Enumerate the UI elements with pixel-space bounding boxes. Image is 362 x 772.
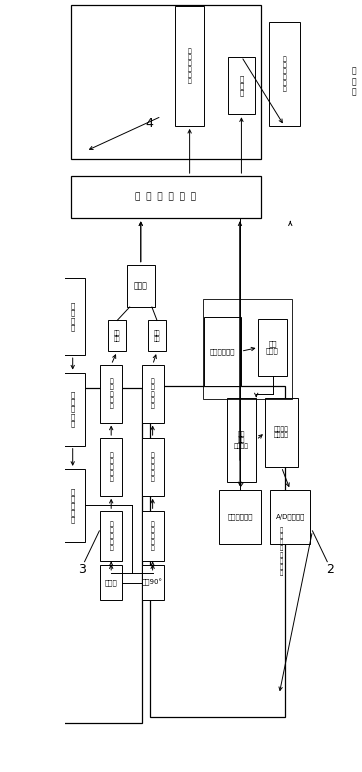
Text: 第
二
混
频
器: 第 二 混 频 器 (109, 379, 113, 408)
Text: 前端光学系统: 前端光学系统 (210, 348, 235, 354)
FancyBboxPatch shape (228, 56, 255, 114)
Text: 第
一
混
频
器: 第 一 混 频 器 (109, 521, 113, 551)
FancyBboxPatch shape (142, 511, 164, 561)
FancyBboxPatch shape (100, 565, 122, 600)
Text: 第
二
信
号
处
理
模
块: 第 二 信 号 处 理 模 块 (280, 528, 283, 576)
FancyBboxPatch shape (60, 373, 85, 445)
FancyBboxPatch shape (60, 278, 85, 355)
FancyBboxPatch shape (142, 365, 164, 422)
FancyBboxPatch shape (258, 319, 287, 377)
FancyBboxPatch shape (100, 438, 122, 496)
Text: A/D转换电路: A/D转换电路 (275, 513, 305, 520)
Text: 2: 2 (326, 563, 334, 576)
Text: 微
带
天
线: 微 带 天 线 (71, 303, 75, 330)
Text: 同相
信号: 同相 信号 (114, 330, 120, 342)
FancyBboxPatch shape (265, 398, 298, 467)
FancyBboxPatch shape (100, 365, 122, 422)
Text: 第
一
滤
波
器: 第 一 滤 波 器 (109, 452, 113, 482)
Text: 第
二
混
频
器: 第 二 混 频 器 (151, 521, 155, 551)
FancyBboxPatch shape (127, 265, 155, 307)
Text: 脉冲甄别电路: 脉冲甄别电路 (227, 513, 253, 520)
Text: 数  据  处  理  模  块: 数 据 处 理 模 块 (135, 193, 197, 201)
Text: 单
片
机: 单 片 机 (239, 75, 244, 96)
FancyBboxPatch shape (219, 490, 261, 544)
FancyBboxPatch shape (108, 320, 126, 351)
FancyBboxPatch shape (71, 176, 261, 218)
Text: 一级
信号
放大电路: 一级 信号 放大电路 (234, 431, 249, 449)
Text: 第
一
显
示
模
块: 第 一 显 示 模 块 (188, 49, 191, 84)
Text: 上
位
机: 上 位 机 (352, 66, 356, 96)
Text: 无
源
滤
波
器: 无 源 滤 波 器 (71, 391, 75, 427)
FancyBboxPatch shape (227, 398, 256, 482)
FancyBboxPatch shape (270, 490, 310, 544)
Text: 第
一
混
频
器: 第 一 混 频 器 (151, 379, 155, 408)
Text: 第
二
滤
波
器: 第 二 滤 波 器 (151, 452, 155, 482)
Text: 第
二
显
示
模
块: 第 二 显 示 模 块 (282, 56, 286, 92)
FancyBboxPatch shape (142, 438, 164, 496)
Text: 正交
信号: 正交 信号 (154, 330, 160, 342)
Text: 移相90°: 移相90° (142, 579, 163, 586)
Text: 3: 3 (77, 563, 85, 576)
FancyBboxPatch shape (100, 511, 122, 561)
Text: 次级放大
滤波电路: 次级放大 滤波电路 (274, 426, 289, 438)
FancyBboxPatch shape (60, 469, 85, 542)
FancyBboxPatch shape (204, 317, 241, 386)
FancyBboxPatch shape (269, 22, 300, 126)
Text: 信号源: 信号源 (105, 579, 118, 586)
Text: 加法器: 加法器 (134, 281, 148, 290)
FancyBboxPatch shape (175, 6, 205, 126)
Text: 前
置
放
大
器: 前 置 放 大 器 (71, 488, 75, 523)
Text: 4: 4 (146, 117, 153, 130)
FancyBboxPatch shape (142, 565, 164, 600)
FancyBboxPatch shape (148, 320, 166, 351)
Text: 光电
检测器: 光电 检测器 (266, 340, 279, 354)
